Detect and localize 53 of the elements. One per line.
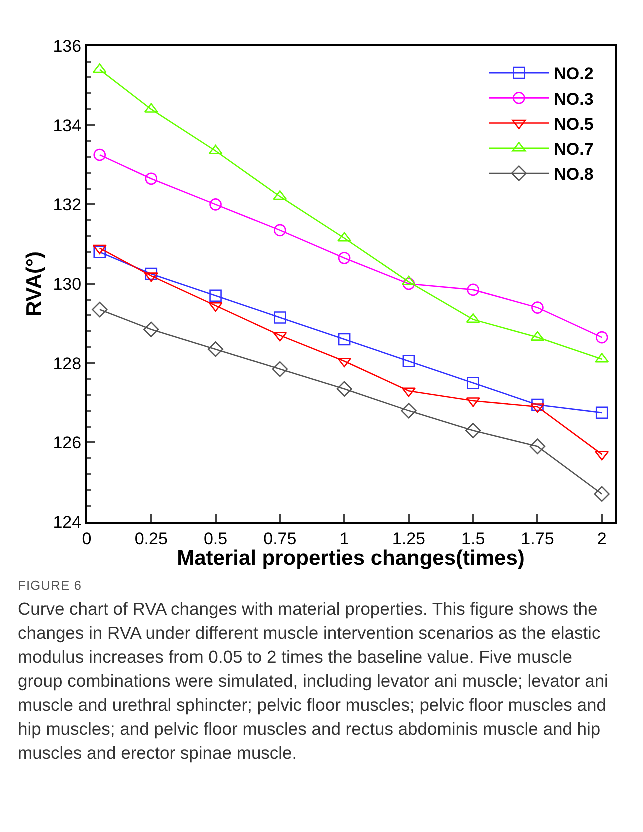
point bbox=[401, 403, 417, 419]
point bbox=[532, 398, 544, 412]
point bbox=[210, 198, 222, 211]
point bbox=[208, 144, 223, 155]
point bbox=[274, 312, 286, 324]
x-tick-label: 1.25 bbox=[392, 529, 426, 548]
point bbox=[594, 486, 610, 502]
caption: FIGURE 6 bbox=[18, 578, 83, 593]
point bbox=[94, 246, 106, 258]
point bbox=[336, 381, 352, 397]
legend-label: NO.2 bbox=[554, 64, 594, 84]
y-tick-label: 130 bbox=[53, 274, 82, 294]
point bbox=[208, 342, 224, 358]
x-tick-label: 1 bbox=[340, 529, 350, 548]
x-tick-label: 2 bbox=[597, 529, 607, 548]
point bbox=[596, 406, 608, 420]
x-tick-label: 0.25 bbox=[134, 529, 168, 548]
x-axis-title: Material properties changes(times) bbox=[177, 547, 525, 570]
point bbox=[402, 278, 416, 290]
point bbox=[92, 302, 108, 318]
x-tick-label: 1.75 bbox=[521, 529, 554, 548]
point bbox=[532, 302, 544, 314]
y-tick-label: 128 bbox=[53, 354, 82, 374]
x-tick-label: 0 bbox=[82, 529, 92, 548]
y-tick-label: 124 bbox=[53, 512, 82, 532]
point bbox=[596, 331, 608, 344]
legend-label: NO.8 bbox=[554, 165, 594, 184]
x-tick-label: 0.75 bbox=[264, 529, 297, 548]
point bbox=[467, 377, 480, 390]
point bbox=[145, 268, 158, 280]
text: Curve chart of RVA changes with material properties. This figure shows the changes in RVA under different muscle intervention scenarios as the elastic modulus increases from 0.05 to 2 times the baseline value. Five muscle group combinations were simulated, including levator ani muscle; levator ani muscle and urethral sphincter; pelvic floor muscles; pelvic floor muscles and hip muscles; and pelvic floor muscles and rectus abdominis muscle and hip muscles and erector spinae muscle. bbox=[18, 598, 610, 765]
point bbox=[272, 361, 288, 378]
legend-label: NO.3 bbox=[554, 90, 594, 109]
point bbox=[338, 252, 351, 264]
y-axis-title: RVA(°) bbox=[22, 252, 46, 316]
point bbox=[338, 333, 351, 346]
point bbox=[94, 148, 106, 162]
y-tick-label: 132 bbox=[53, 196, 82, 215]
point bbox=[144, 322, 160, 338]
x-tick-label: 0.5 bbox=[204, 529, 228, 548]
legend-label: NO.5 bbox=[554, 114, 594, 134]
legend-label: NO.7 bbox=[554, 140, 594, 159]
point bbox=[466, 422, 482, 439]
point bbox=[530, 438, 546, 454]
y-tick-label: 126 bbox=[53, 434, 82, 453]
point bbox=[467, 284, 480, 296]
point bbox=[145, 172, 158, 186]
point bbox=[274, 224, 286, 237]
point bbox=[210, 290, 222, 302]
x-tick-label: 1.5 bbox=[462, 529, 486, 548]
y-tick-label: 134 bbox=[53, 116, 82, 136]
y-tick-label: 136 bbox=[53, 36, 82, 56]
point bbox=[402, 355, 416, 368]
